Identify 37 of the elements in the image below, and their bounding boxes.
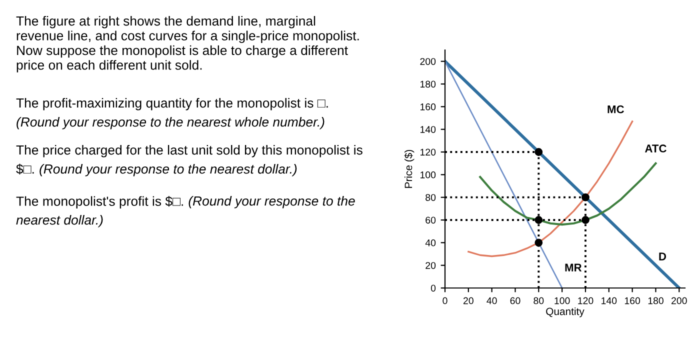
- text: The monopolist's profit is $□.: [16, 196, 183, 209]
- y-tick-label: 80: [426, 194, 436, 201]
- text: (Round your response to the: [188, 196, 355, 208]
- x-tick-label: 180: [648, 297, 664, 304]
- y-tick-label: 120: [420, 148, 436, 156]
- y-tick-label: 20: [426, 262, 436, 269]
- y-tick-label: 140: [420, 126, 436, 133]
- x-tick-label: 100: [554, 297, 570, 304]
- text: The profit-maximizing quantity for the monopolist is □.: [16, 98, 328, 110]
- series-label: ATC: [645, 144, 666, 152]
- x-axis-title: Quantity: [546, 307, 584, 318]
- y-tick-label: 60: [426, 216, 436, 224]
- x-tick-label: 120: [578, 297, 594, 304]
- y-tick-label: 100: [420, 171, 436, 178]
- y-axis-title: Price ($): [404, 150, 414, 188]
- text: (Round your response to the nearest dollar.): [40, 164, 297, 176]
- x-tick-label: 40: [486, 297, 497, 304]
- y-tick-label: 160: [420, 103, 436, 110]
- text: $□.: [16, 164, 34, 174]
- x-tick-label: 140: [602, 297, 617, 304]
- series-label: MC: [608, 105, 624, 114]
- text: nearest dollar.): [16, 215, 103, 228]
- text: The price charged for the last unit sold by this monopolist is: [16, 145, 362, 158]
- x-tick-label: 80: [534, 297, 544, 304]
- text: (Round your response to the nearest whole number.): [16, 117, 324, 130]
- y-tick-label: 0: [430, 284, 436, 292]
- x-tick-label: 0: [442, 297, 448, 304]
- series-label: MR: [565, 264, 582, 272]
- y-tick-label: 40: [425, 239, 436, 246]
- y-tick-label: 180: [420, 80, 436, 88]
- text: The figure at right shows the demand line, marginal revenue line, and cost curves for a single-price monopolist. Now suppose the monopolist is able to charge a different price on each different unit sold.: [16, 16, 359, 72]
- x-tick-label: 20: [463, 297, 474, 304]
- x-tick-label: 60: [510, 297, 520, 304]
- series-label: D: [659, 252, 666, 260]
- x-tick-label: 160: [624, 297, 640, 304]
- x-tick-label: 200: [672, 297, 687, 304]
- y-tick-label: 200: [420, 58, 436, 65]
